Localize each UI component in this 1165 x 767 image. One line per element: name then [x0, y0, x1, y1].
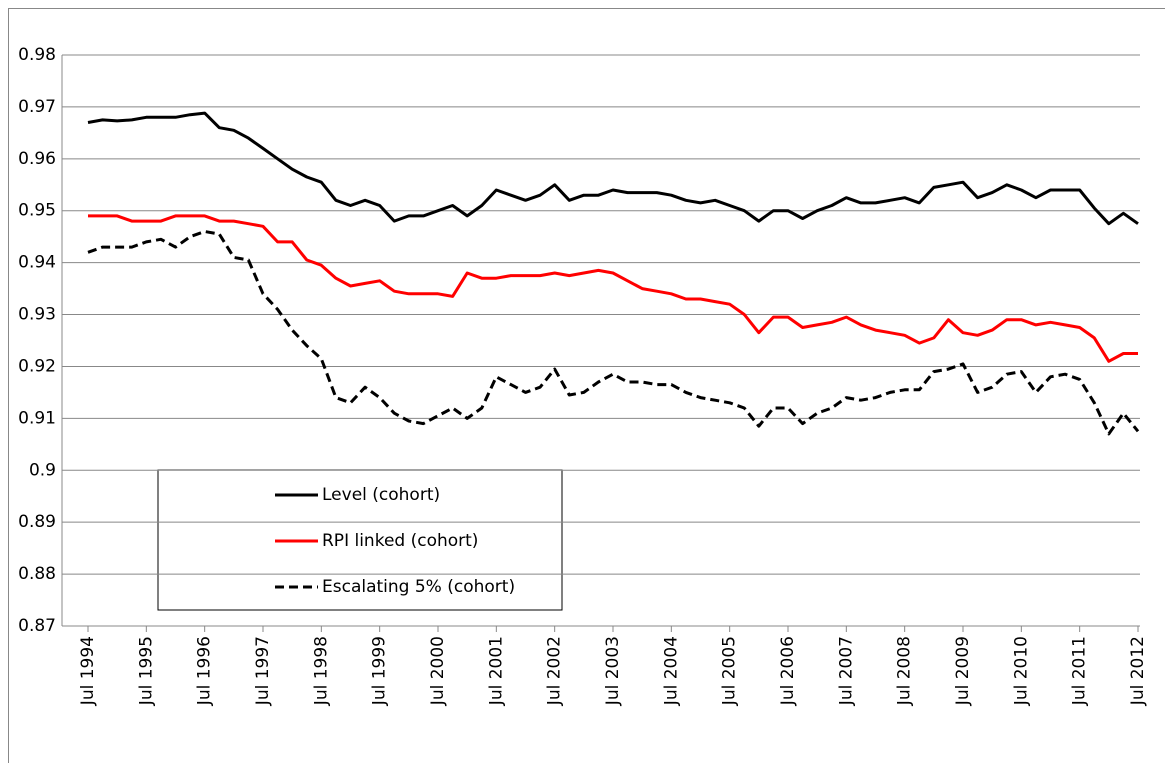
x-tick-label: Jul 2011: [1070, 636, 1090, 706]
x-tick-label: Jul 1999: [370, 636, 390, 706]
x-tick-label: Jul 2009: [953, 636, 973, 706]
x-tick-label: Jul 2010: [1011, 636, 1031, 706]
y-tick-label: 0.97: [18, 97, 56, 117]
y-tick-label: 0.88: [18, 564, 56, 584]
x-tick-label: Jul 1996: [195, 636, 215, 706]
x-tick-label: Jul 2007: [836, 636, 856, 706]
y-tick-label: 0.98: [18, 45, 56, 65]
y-tick-label: 0.95: [18, 201, 56, 221]
series-line: [88, 113, 1138, 224]
legend-label: RPI linked (cohort): [322, 531, 478, 551]
x-tick-label: Jul 1995: [136, 636, 156, 706]
y-tick-label: 0.92: [18, 356, 56, 376]
x-tick-label: Jul 2006: [778, 636, 798, 706]
x-tick-label: Jul 2008: [895, 636, 915, 706]
y-tick-label: 0.96: [18, 149, 56, 169]
x-tick-label: Jul 2005: [720, 636, 740, 706]
y-tick-label: 0.91: [18, 408, 56, 428]
x-tick-label: Jul 1997: [253, 636, 273, 706]
x-tick-label: Jul 2003: [603, 636, 623, 706]
y-tick-label: 0.87: [18, 616, 56, 636]
legend-label: Level (cohort): [322, 485, 440, 505]
x-tick-label: Jul 1998: [311, 636, 331, 706]
x-tick-label: Jul 2000: [428, 636, 448, 706]
y-tick-label: 0.89: [18, 512, 56, 532]
x-tick-label: Jul 1994: [78, 636, 98, 706]
y-tick-label: 0.94: [18, 253, 56, 273]
x-tick-label: Jul 2001: [486, 636, 506, 706]
x-tick-label: Jul 2004: [661, 636, 681, 706]
x-tick-label: Jul 2002: [545, 636, 565, 706]
legend-label: Escalating 5% (cohort): [322, 577, 515, 597]
x-tick-label: Jul 2012: [1128, 636, 1148, 706]
y-tick-label: 0.9: [29, 460, 56, 480]
y-tick-label: 0.93: [18, 305, 56, 325]
chart-frame: [9, 9, 1165, 764]
series-line: [88, 216, 1138, 361]
